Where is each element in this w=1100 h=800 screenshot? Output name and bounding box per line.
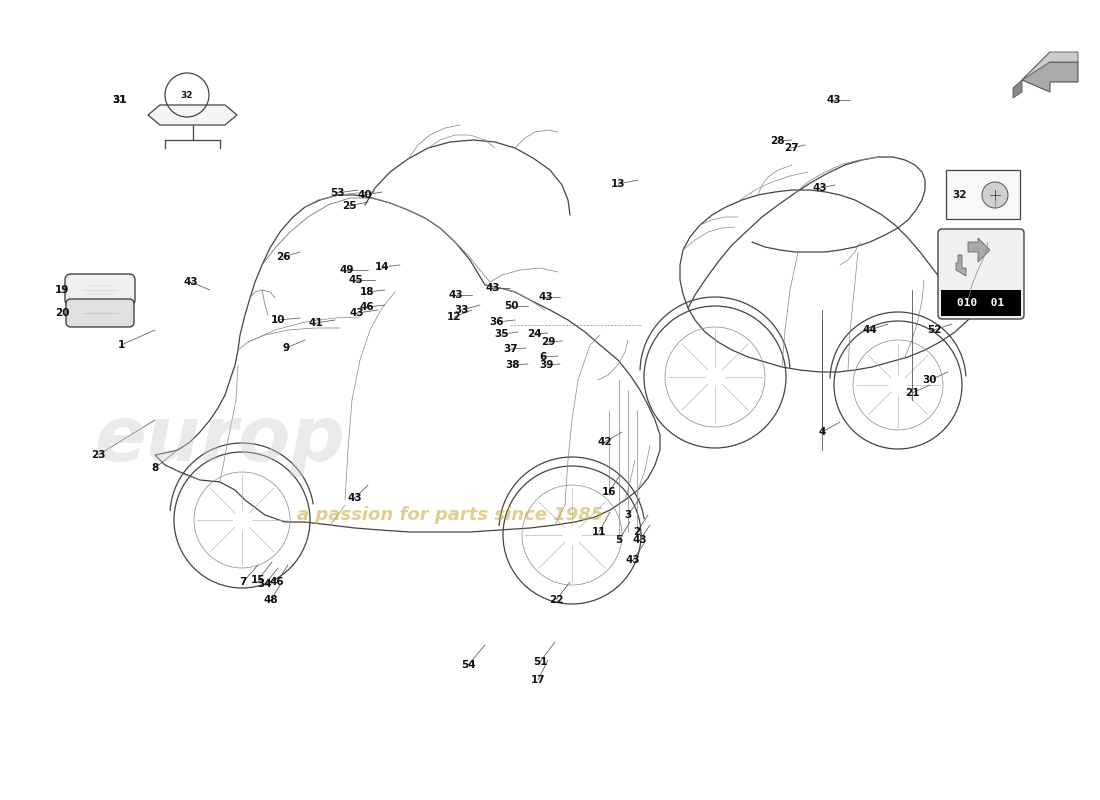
Text: 53: 53 [330, 188, 344, 198]
Text: 46: 46 [270, 577, 284, 587]
Text: 1: 1 [118, 340, 124, 350]
Text: 15: 15 [251, 575, 265, 585]
Text: 4: 4 [818, 427, 826, 437]
Text: 2: 2 [634, 527, 640, 537]
Polygon shape [968, 238, 990, 262]
Text: 50: 50 [504, 301, 518, 311]
Text: 43: 43 [626, 555, 640, 565]
Text: 19: 19 [55, 285, 69, 295]
Text: 44: 44 [862, 325, 878, 335]
Text: 31: 31 [112, 95, 128, 105]
FancyBboxPatch shape [940, 290, 1021, 316]
Text: 52: 52 [926, 325, 942, 335]
Text: 16: 16 [602, 487, 616, 497]
Text: 30: 30 [923, 375, 937, 385]
Text: europ: europ [95, 403, 345, 477]
Text: 43: 43 [813, 183, 827, 193]
Text: 23: 23 [90, 450, 106, 460]
Text: 35: 35 [495, 329, 509, 339]
Text: 7: 7 [240, 577, 246, 587]
Text: 18: 18 [360, 287, 374, 297]
Text: 17: 17 [530, 675, 546, 685]
Text: 8: 8 [152, 463, 158, 473]
Text: 37: 37 [504, 344, 518, 354]
Text: 31: 31 [112, 95, 128, 105]
Text: 43: 43 [184, 277, 198, 287]
Text: 24: 24 [527, 329, 541, 339]
Text: 12: 12 [447, 312, 461, 322]
Polygon shape [1022, 52, 1078, 80]
Polygon shape [148, 105, 236, 125]
Text: 14: 14 [375, 262, 389, 272]
Text: 34: 34 [257, 579, 273, 589]
Polygon shape [956, 255, 966, 276]
Text: 42: 42 [597, 437, 613, 447]
Text: 39: 39 [540, 360, 554, 370]
Text: 48: 48 [264, 595, 278, 605]
Text: 22: 22 [549, 595, 563, 605]
Text: 11: 11 [592, 527, 606, 537]
Text: 43: 43 [449, 290, 463, 300]
FancyBboxPatch shape [938, 229, 1024, 319]
Text: 32: 32 [180, 90, 194, 99]
Text: 43: 43 [539, 292, 553, 302]
Text: 27: 27 [783, 143, 799, 153]
Text: 010  01: 010 01 [957, 298, 1004, 308]
Text: 21: 21 [904, 388, 920, 398]
Text: 25: 25 [342, 201, 356, 211]
Text: 28: 28 [770, 136, 784, 146]
Text: 38: 38 [506, 360, 520, 370]
Text: 20: 20 [55, 308, 69, 318]
Circle shape [982, 182, 1008, 208]
Text: 32: 32 [953, 190, 967, 200]
Polygon shape [1022, 52, 1078, 92]
Text: 29: 29 [541, 337, 556, 347]
Text: 10: 10 [271, 315, 285, 325]
Text: 3: 3 [625, 510, 631, 520]
Text: 33: 33 [454, 305, 470, 315]
Text: 13: 13 [610, 179, 625, 189]
FancyBboxPatch shape [66, 299, 134, 327]
Text: 41: 41 [309, 318, 323, 328]
Text: 43: 43 [827, 95, 842, 105]
Text: 43: 43 [486, 283, 500, 293]
Text: 6: 6 [539, 352, 547, 362]
FancyBboxPatch shape [65, 274, 135, 306]
Text: 9: 9 [283, 343, 289, 353]
Text: 26: 26 [276, 252, 290, 262]
Text: 5: 5 [615, 535, 623, 545]
Text: 43: 43 [350, 308, 364, 318]
Text: 49: 49 [340, 265, 354, 275]
Text: 43: 43 [348, 493, 362, 503]
FancyBboxPatch shape [946, 170, 1020, 219]
Text: 51: 51 [532, 657, 548, 667]
Text: 45: 45 [349, 275, 363, 285]
Text: 54: 54 [461, 660, 475, 670]
Text: 43: 43 [632, 535, 647, 545]
Text: 46: 46 [360, 302, 374, 312]
Polygon shape [1013, 80, 1022, 98]
Text: 40: 40 [358, 190, 372, 200]
Text: 36: 36 [490, 317, 504, 327]
Text: a passion for parts since 1985: a passion for parts since 1985 [297, 506, 603, 524]
